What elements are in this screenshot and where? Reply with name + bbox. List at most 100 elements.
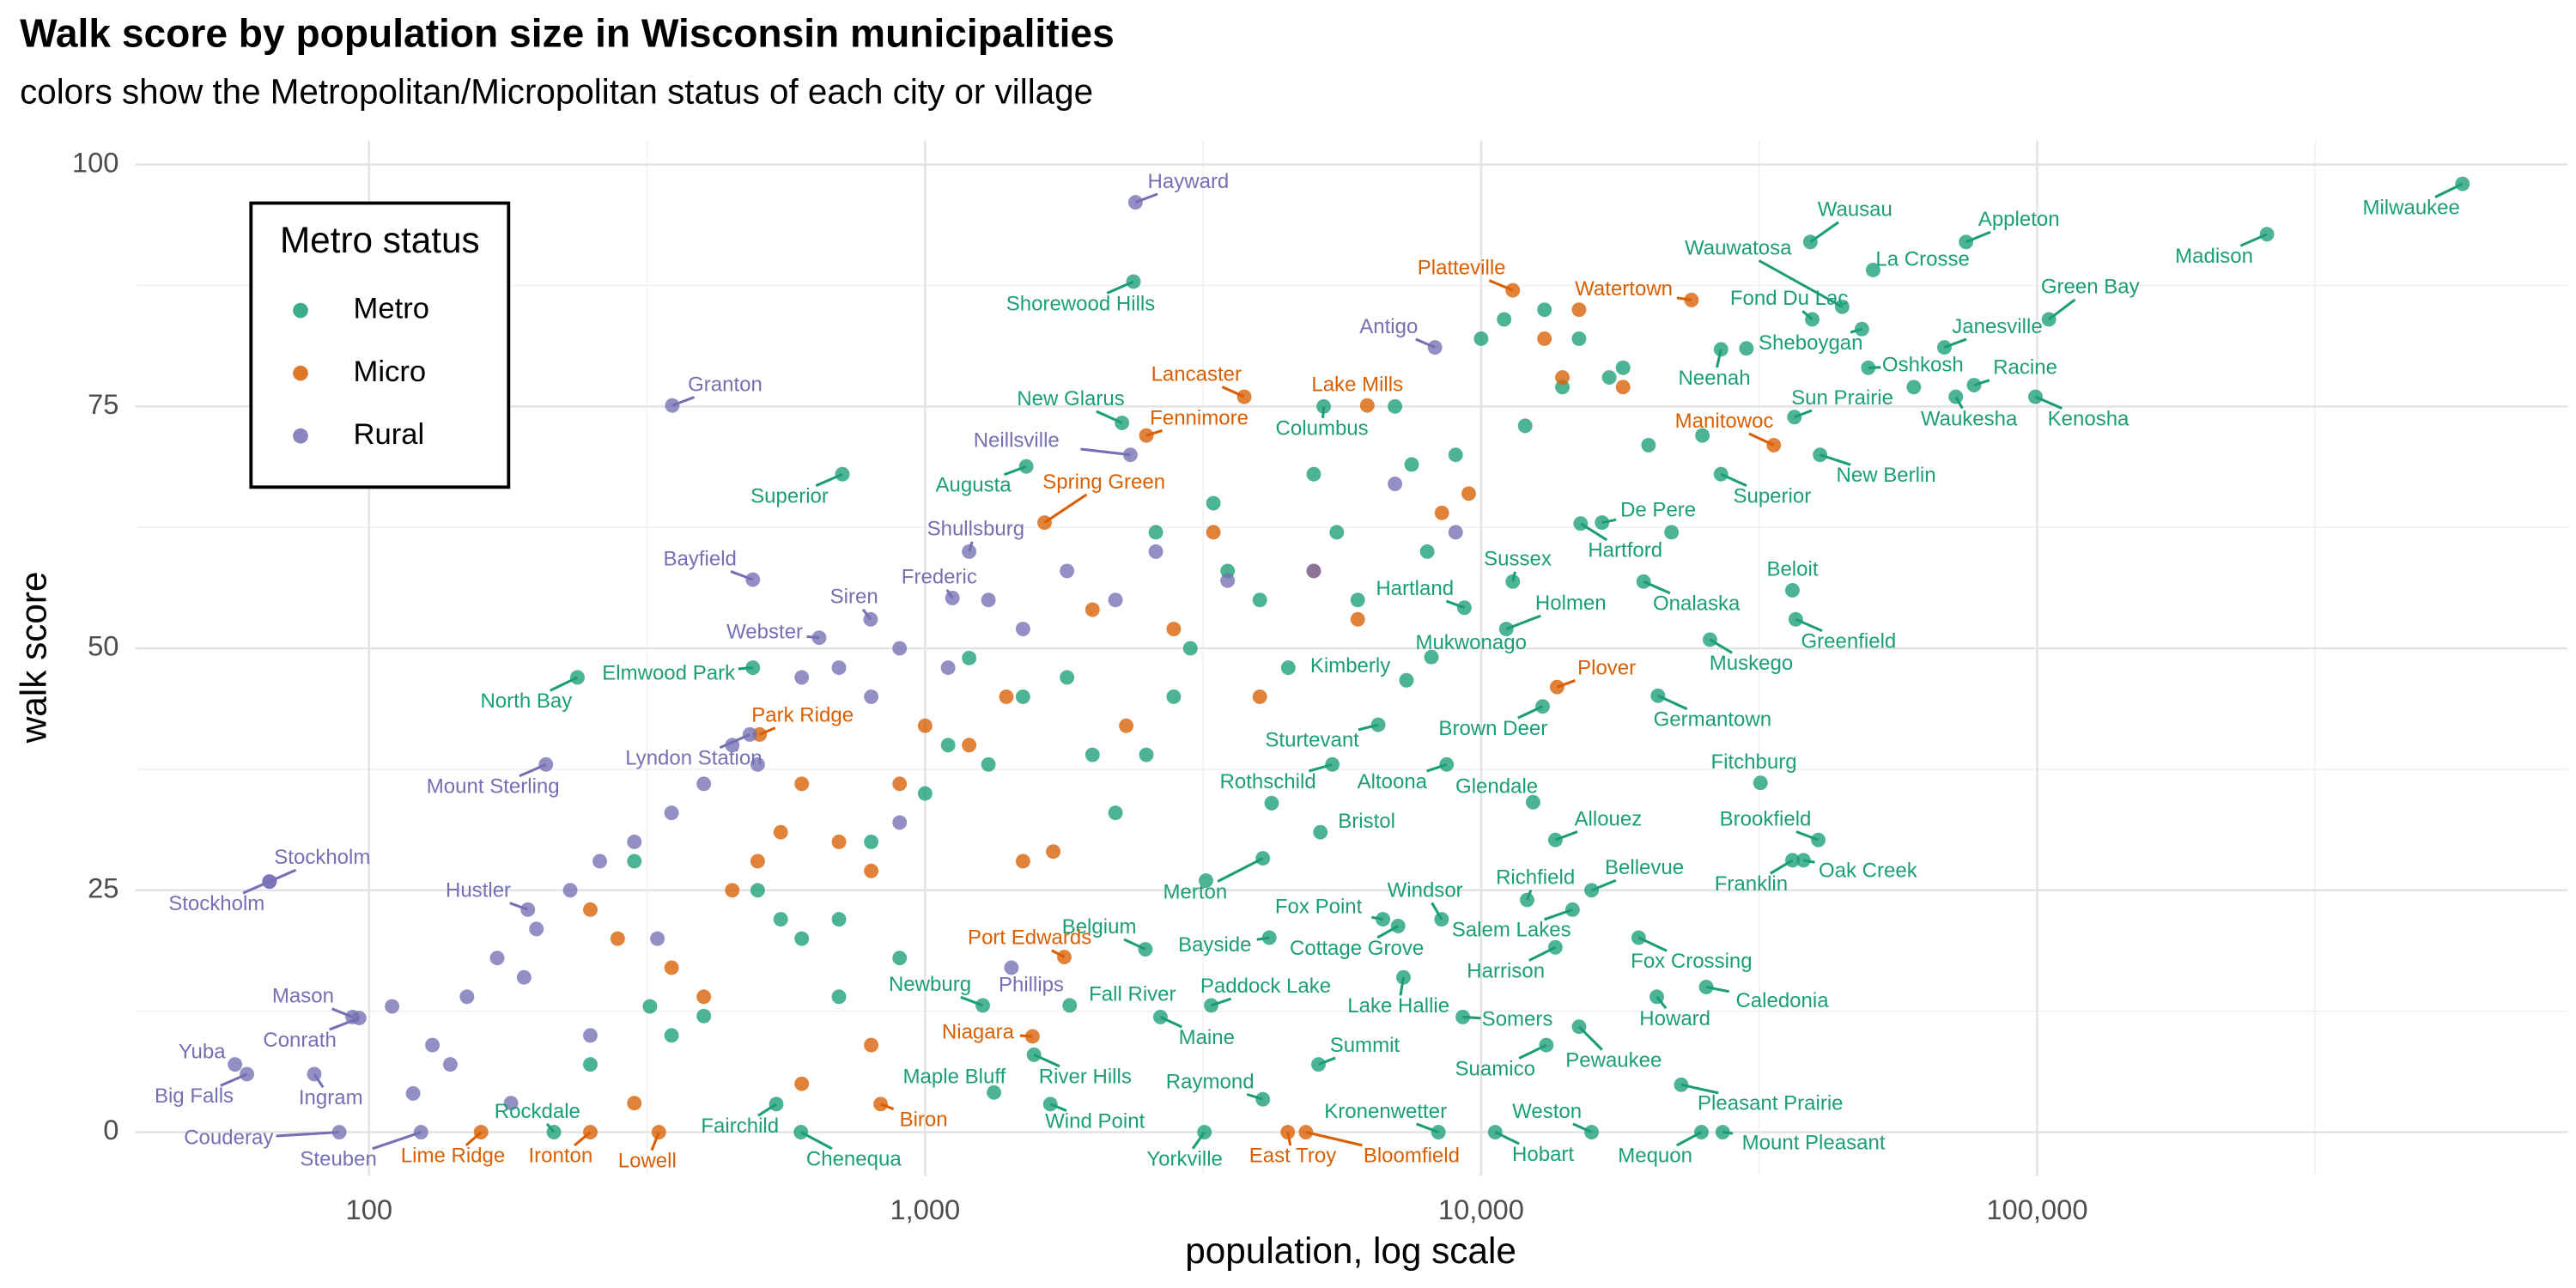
point-label: Sturtevant	[1265, 729, 1359, 752]
point-label: North Bay	[480, 690, 572, 713]
leader-line	[1134, 192, 1158, 204]
leader-line	[1049, 1103, 1067, 1112]
point	[892, 951, 908, 966]
leader-line	[1256, 936, 1270, 941]
leader-line	[1680, 1083, 1719, 1095]
point	[1601, 370, 1617, 386]
point-label: Janesville	[1952, 315, 2042, 338]
leader-line	[945, 589, 954, 599]
leader-line	[1770, 859, 1794, 875]
leader-line	[968, 541, 974, 552]
leader-line	[880, 1103, 895, 1111]
point	[962, 650, 977, 665]
leader-line	[960, 995, 984, 1007]
point-label: Yorkville	[1146, 1148, 1223, 1171]
point	[1684, 292, 1699, 307]
point	[794, 776, 810, 792]
point	[1015, 854, 1030, 869]
point	[1139, 428, 1154, 443]
leader-line	[1317, 1056, 1336, 1066]
point	[1517, 418, 1533, 434]
point-label: Appleton	[1978, 208, 2060, 231]
point	[1329, 525, 1345, 540]
x-axis-label: population, log scale	[1185, 1230, 1516, 1271]
point-label: Fox Point	[1275, 895, 1363, 918]
leader-line	[1431, 902, 1443, 920]
point	[835, 466, 850, 482]
legend-swatch	[293, 365, 308, 381]
point-label: Mequon	[1618, 1145, 1692, 1168]
point	[696, 989, 712, 1005]
leader-line	[671, 396, 696, 407]
point-label: Lake Mills	[1311, 373, 1403, 396]
point-label: Superior	[1733, 485, 1811, 508]
leader-line	[1358, 723, 1379, 732]
point	[1785, 853, 1800, 868]
point	[1264, 795, 1279, 811]
point	[831, 660, 847, 676]
point-label: Lowell	[618, 1149, 677, 1172]
point	[1641, 437, 1656, 453]
point-label: Port Edwards	[968, 927, 1091, 950]
point	[664, 1028, 679, 1043]
leader-line	[1577, 1025, 1603, 1051]
point-label: Lancaster	[1151, 362, 1242, 386]
point-label: Spring Green	[1042, 471, 1165, 494]
point	[864, 1037, 879, 1053]
point-label: Rothschild	[1220, 770, 1316, 793]
point	[562, 883, 578, 898]
leader-line	[1246, 1092, 1264, 1101]
point	[1350, 592, 1365, 608]
point	[1795, 853, 1811, 868]
legend-label: Rural	[354, 418, 425, 451]
leader-line	[1217, 857, 1264, 883]
point-label: Richfield	[1496, 866, 1575, 889]
leader-line	[550, 676, 579, 692]
point	[489, 951, 505, 966]
leader-line	[331, 1007, 354, 1018]
point	[1060, 670, 1075, 685]
point-label: Stockholm	[168, 892, 264, 915]
point	[1062, 998, 1078, 1013]
point-label: Onalaska	[1653, 592, 1741, 616]
point-label: Raymond	[1166, 1070, 1255, 1093]
legend-label: Metro	[354, 293, 429, 325]
leader-line	[1943, 337, 1967, 349]
legend-swatch	[293, 428, 308, 444]
point-labels: Milwaukee Madison Appleton Wausau La Crosse W…	[155, 170, 2464, 1172]
legend-label: Micro	[354, 355, 427, 388]
leader-line	[1106, 280, 1134, 295]
legend-title: Metro status	[280, 220, 480, 260]
point	[1787, 410, 1802, 425]
leader-line	[1656, 995, 1668, 1010]
point-label: Augusta	[936, 474, 1012, 497]
point	[1584, 883, 1600, 898]
point	[917, 718, 933, 733]
points	[228, 176, 2470, 1139]
point-label: Howard	[1639, 1007, 1710, 1030]
point-label: Belgium	[1062, 915, 1137, 939]
point	[1505, 574, 1521, 589]
point	[1448, 447, 1463, 463]
point	[1549, 679, 1564, 695]
point-label: Yuba	[179, 1041, 226, 1064]
point-label: Glendale	[1455, 775, 1538, 798]
point	[1537, 302, 1552, 318]
point-label: Bloomfield	[1364, 1145, 1460, 1168]
point	[831, 834, 847, 849]
point	[1455, 1009, 1471, 1024]
point-label: Elmwood Park	[602, 662, 736, 685]
point	[981, 592, 996, 608]
point-label: Beloit	[1766, 558, 1818, 581]
point	[1419, 544, 1435, 559]
point-label: Oshkosh	[1882, 354, 1964, 377]
point-label: Brown Deer	[1438, 717, 1547, 740]
point	[1473, 331, 1489, 346]
point	[538, 756, 554, 772]
point	[962, 738, 977, 753]
leader-line	[1517, 705, 1544, 720]
point	[750, 756, 765, 772]
leader-line	[545, 1122, 556, 1133]
point	[1350, 611, 1365, 627]
